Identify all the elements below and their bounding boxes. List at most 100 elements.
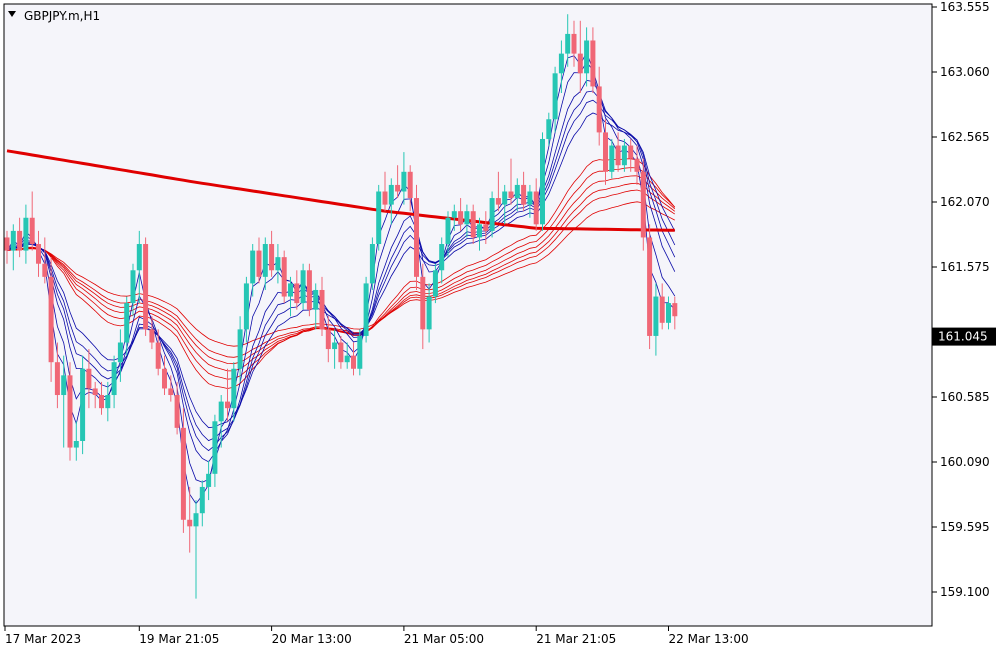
- candle-85: [540, 132, 545, 231]
- candle-body: [357, 335, 363, 369]
- candle-body: [382, 191, 388, 205]
- candle-94: [596, 66, 602, 146]
- price-axis: 163.555 163.060 162.565 162.070 161.575 161.0…: [932, 0, 996, 599]
- candle-82: [521, 171, 527, 212]
- candle-8: [54, 342, 60, 409]
- candle-body: [168, 388, 174, 396]
- candle-13: [86, 349, 92, 409]
- candle-body: [414, 198, 419, 277]
- candle-body: [10, 230, 16, 251]
- candle-body: [288, 283, 293, 297]
- candle-body: [577, 53, 583, 74]
- candle-body: [99, 395, 104, 409]
- candle-body: [502, 191, 508, 205]
- candle-24: [155, 329, 161, 376]
- candle-body: [136, 244, 142, 271]
- candle-2: [17, 217, 23, 258]
- candle-body: [495, 198, 501, 205]
- candle-body: [325, 329, 331, 350]
- candle-102: [647, 224, 653, 350]
- candle-body: [180, 427, 186, 520]
- candle-35: [225, 368, 230, 422]
- candle-20: [130, 263, 136, 317]
- candle-105: [666, 296, 671, 330]
- candle-63: [401, 152, 407, 205]
- x-tick-label: 21 Mar 21:05: [536, 632, 616, 646]
- candle-body: [659, 296, 665, 323]
- candle-body: [609, 145, 615, 172]
- candle-92: [584, 27, 590, 87]
- candle-52: [332, 329, 338, 369]
- y-tick-label: 161.575: [940, 260, 990, 274]
- candle-body: [174, 395, 180, 428]
- candle-91: [577, 20, 583, 94]
- candle-body: [80, 368, 86, 441]
- candle-body: [206, 473, 212, 487]
- candle-body: [212, 421, 218, 474]
- candle-14: [92, 381, 98, 409]
- candle-21: [136, 230, 142, 304]
- candle-body: [67, 375, 73, 448]
- candle-0: [4, 230, 10, 264]
- plot-border: [3, 3, 933, 627]
- candle-80: [508, 158, 514, 205]
- y-tick-label: 160.090: [940, 455, 990, 469]
- chart-title-text: GBPJPY.m,H1: [24, 9, 100, 23]
- candle-body: [458, 211, 464, 225]
- candle-100: [634, 145, 640, 185]
- candle-body: [521, 184, 527, 205]
- candle-body: [590, 40, 596, 87]
- candle-7: [48, 257, 54, 382]
- candle-98: [621, 138, 627, 172]
- candle-body: [105, 395, 111, 409]
- chart-title: GBPJPY.m,H1: [8, 9, 100, 23]
- y-tick-label: 163.060: [940, 65, 990, 79]
- y-tick-label: 159.100: [940, 585, 990, 599]
- candle-62: [395, 165, 401, 199]
- candle-19: [124, 296, 130, 356]
- candle-25: [162, 355, 167, 396]
- candle-104: [659, 283, 665, 330]
- candle-body: [565, 33, 571, 54]
- fast-ema-blue-10: [6, 90, 676, 452]
- candle-1: [10, 224, 16, 271]
- x-tick-label: 19 Mar 21:05: [139, 632, 219, 646]
- candle-11: [73, 421, 79, 461]
- candle-body: [672, 303, 678, 317]
- candle-34: [218, 395, 224, 448]
- candle-59: [376, 184, 382, 251]
- candle-body: [489, 198, 495, 231]
- candle-29: [187, 486, 193, 553]
- candle-body: [155, 342, 161, 369]
- candle-44: [281, 250, 287, 304]
- plot-area[interactable]: [4, 4, 932, 626]
- moving-averages: [6, 51, 676, 505]
- candle-body: [73, 440, 79, 448]
- dropdown-triangle-icon[interactable]: [8, 11, 16, 17]
- candle-body: [231, 368, 237, 409]
- candle-12: [80, 355, 86, 455]
- candle-77: [489, 191, 495, 238]
- y-tick-label: 160.585: [940, 390, 990, 404]
- candle-body: [401, 171, 407, 192]
- candle-64: [407, 165, 413, 212]
- candle-5: [36, 230, 41, 277]
- candle-37: [237, 316, 243, 382]
- candle-40: [256, 237, 262, 284]
- candle-84: [533, 178, 539, 231]
- candle-3: [23, 204, 29, 264]
- slow-ema-red-40: [6, 175, 676, 372]
- candle-89: [565, 14, 571, 67]
- candle-88: [558, 40, 564, 94]
- x-tick-label: 22 Mar 13:00: [669, 632, 749, 646]
- candle-body: [369, 244, 375, 284]
- candle-body: [571, 33, 577, 54]
- candle-76: [483, 211, 489, 245]
- candle-body: [193, 513, 199, 527]
- candle-87: [552, 66, 558, 133]
- candle-48: [306, 263, 312, 317]
- candle-106: [672, 296, 678, 330]
- candle-body: [344, 355, 350, 363]
- candle-23: [149, 316, 155, 350]
